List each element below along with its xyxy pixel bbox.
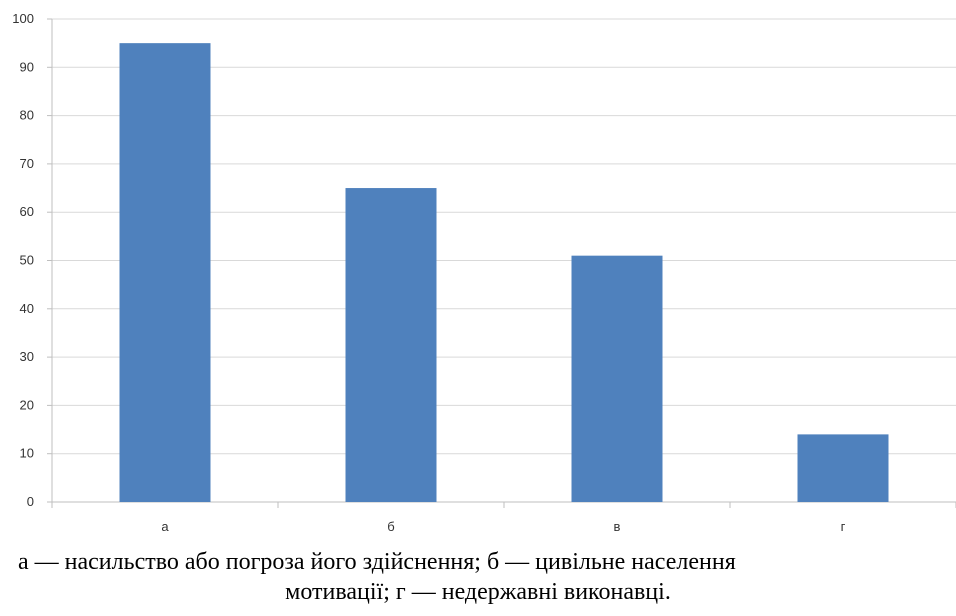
y-tick-label-40: 40: [20, 301, 34, 316]
bar-в: [571, 255, 663, 502]
x-tick-label-а: а: [161, 519, 169, 534]
y-tick-label-0: 0: [27, 494, 34, 509]
bar-а: [119, 43, 211, 503]
bar-б: [345, 188, 437, 503]
x-tick-label-б: б: [387, 519, 394, 534]
caption-line-2: мотивації; г — недержавні виконавці.: [285, 579, 671, 605]
y-tick-label-90: 90: [20, 59, 34, 74]
bars: [119, 43, 889, 503]
y-tick-label-70: 70: [20, 156, 34, 171]
y-tick-label-50: 50: [20, 253, 34, 268]
bar-chart: 0 10 20 30 40 50 60 70 80 90 100 а б в г: [12, 11, 956, 534]
y-tick-label-20: 20: [20, 397, 34, 412]
y-tick-label-10: 10: [20, 446, 34, 461]
bar-г: [797, 434, 889, 502]
y-tick-label-60: 60: [20, 204, 34, 219]
y-tick-label-100: 100: [12, 11, 34, 26]
caption-line-1: а — насильство або погроза його здійснен…: [18, 549, 736, 575]
x-tick-labels: а б в г: [161, 519, 845, 534]
y-tick-label-30: 30: [20, 349, 34, 364]
x-tick-label-г: г: [841, 519, 846, 534]
x-tick-label-в: в: [614, 519, 621, 534]
y-tick-labels: 0 10 20 30 40 50 60 70 80 90 100: [12, 11, 34, 509]
y-tick-label-80: 80: [20, 108, 34, 123]
